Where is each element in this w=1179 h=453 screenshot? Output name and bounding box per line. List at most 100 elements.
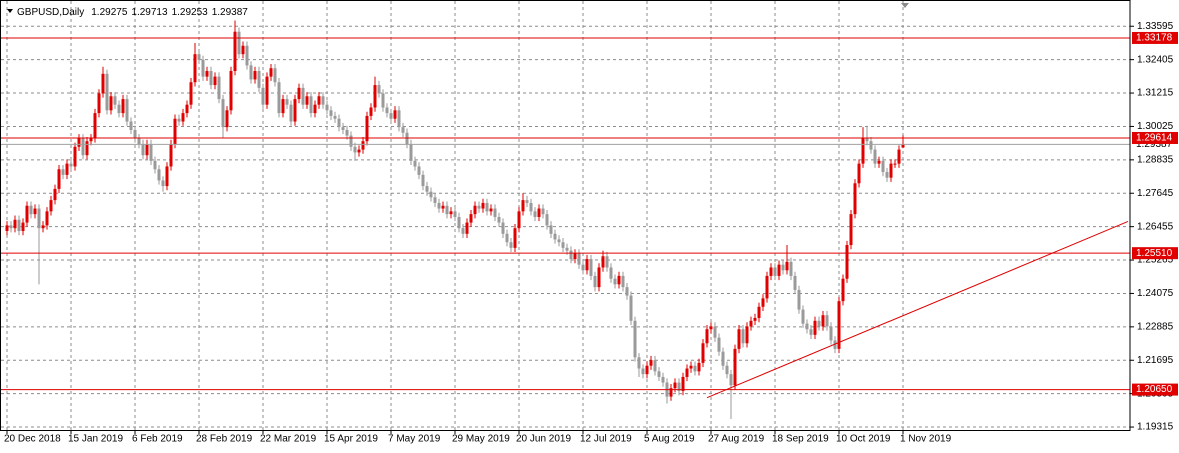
- candle-body: [425, 186, 429, 192]
- candle-body: [389, 113, 393, 119]
- level-label-box: [1132, 131, 1178, 144]
- level-label: 1.33178: [1136, 33, 1173, 44]
- candle-body: [45, 211, 49, 226]
- candle-body: [277, 82, 281, 114]
- candle-body: [621, 275, 625, 288]
- candle-body: [757, 306, 761, 319]
- candle-body: [193, 54, 197, 83]
- candle-body: [673, 382, 677, 389]
- candle-body: [525, 200, 529, 203]
- candle-body: [205, 71, 209, 77]
- candle-body: [381, 93, 385, 108]
- candle-body: [385, 107, 389, 114]
- candle-body: [145, 143, 149, 156]
- x-tick-label: 22 Mar 2019: [260, 434, 317, 445]
- candle-body: [873, 149, 877, 164]
- candle-body: [297, 87, 301, 100]
- candle-body: [845, 245, 849, 279]
- candle-body: [309, 96, 313, 114]
- candle-body: [505, 233, 509, 243]
- candle-body: [133, 129, 137, 139]
- candle-body: [161, 180, 165, 187]
- candle-body: [897, 149, 901, 164]
- candle-body: [861, 138, 865, 164]
- candle-body: [589, 259, 593, 276]
- candle-body: [109, 96, 113, 111]
- candle-body: [157, 169, 161, 181]
- candle-body: [361, 141, 365, 150]
- candle-body: [269, 68, 273, 77]
- candle-body: [477, 205, 481, 209]
- candle-body: [469, 214, 473, 223]
- candle-body: [57, 169, 61, 189]
- candle-body: [485, 202, 489, 212]
- last-close: 1.29387: [212, 7, 249, 18]
- trendline: [706, 220, 1129, 399]
- candle-body: [241, 45, 245, 55]
- candle-body: [697, 362, 701, 372]
- level-label: 1.29614: [1136, 133, 1173, 144]
- candle-body: [217, 76, 221, 100]
- candle-body: [829, 326, 833, 341]
- candle-body: [737, 329, 741, 349]
- level-label: 1.25510: [1136, 248, 1173, 259]
- menu-arrow: [7, 9, 13, 13]
- x-tick-label: 1 Nov 2019: [900, 434, 952, 445]
- candle-body: [413, 160, 417, 167]
- candle-body: [857, 163, 861, 184]
- candle-body: [517, 211, 521, 229]
- candle-body: [501, 222, 505, 234]
- candle-body: [701, 343, 705, 363]
- candle-body: [565, 247, 569, 251]
- y-tick-label: 1.24075: [1137, 288, 1174, 299]
- candle-body: [825, 315, 829, 327]
- candle-body: [877, 160, 881, 164]
- candle-body: [521, 200, 525, 212]
- candle-body: [473, 205, 477, 215]
- candle-body: [449, 211, 453, 215]
- y-tick-label: 1.32405: [1137, 54, 1174, 65]
- candle-body: [581, 264, 585, 271]
- candle-body: [677, 382, 681, 391]
- candle-body: [101, 73, 105, 94]
- last-high: 1.29713: [131, 7, 168, 18]
- x-tick-label: 27 Aug 2019: [708, 434, 765, 445]
- candle-body: [25, 205, 29, 223]
- candle-body: [93, 113, 97, 139]
- candle-body: [901, 144, 905, 148]
- candle-body: [749, 320, 753, 327]
- candle-body: [869, 141, 873, 150]
- candle-body: [373, 85, 377, 108]
- candle-body: [709, 326, 713, 330]
- candle-body: [209, 71, 213, 86]
- candle-body: [137, 138, 141, 144]
- candle-body: [5, 225, 9, 231]
- candle-body: [313, 104, 317, 114]
- candle-body: [445, 205, 449, 215]
- candle-body: [725, 365, 729, 375]
- y-tick-label: 1.19315: [1137, 422, 1174, 433]
- candle-body: [185, 104, 189, 114]
- candle-body: [261, 87, 265, 105]
- candle-body: [657, 371, 661, 377]
- candle-body: [573, 253, 577, 260]
- candle-body: [653, 360, 657, 372]
- x-tick-label: 5 Aug 2019: [644, 434, 695, 445]
- candle-body: [321, 96, 325, 105]
- candle-body: [169, 143, 173, 167]
- candle-body: [437, 202, 441, 209]
- y-tick-label: 1.25265: [1137, 255, 1174, 266]
- x-tick-label: 15 Jan 2019: [68, 434, 123, 445]
- candle-body: [837, 301, 841, 349]
- candle-body: [541, 208, 545, 215]
- x-tick-label: 20 Jun 2019: [516, 434, 571, 445]
- candle-body: [61, 169, 65, 175]
- candle-body: [765, 275, 769, 299]
- candle-body: [593, 275, 597, 288]
- candle-body: [733, 348, 737, 386]
- candle-body: [245, 45, 249, 66]
- candle-body: [393, 110, 397, 119]
- candle-body: [461, 228, 465, 234]
- candle-body: [797, 289, 801, 310]
- candle-body: [153, 160, 157, 170]
